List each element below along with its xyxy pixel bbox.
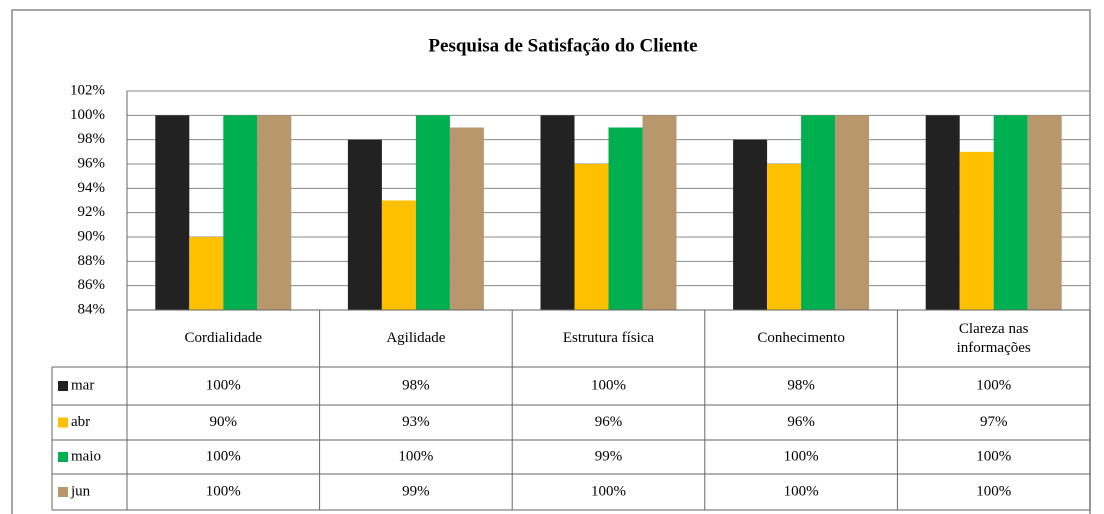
bar bbox=[449, 127, 484, 310]
bar bbox=[257, 115, 292, 310]
bar bbox=[801, 115, 836, 310]
legend-label: abr bbox=[71, 414, 90, 430]
y-tick-label: 102% bbox=[70, 82, 105, 98]
table-value: 96% bbox=[595, 414, 623, 430]
legend-key bbox=[58, 417, 68, 428]
table-value: 100% bbox=[206, 377, 241, 393]
table-value: 90% bbox=[210, 414, 238, 430]
bar bbox=[223, 115, 258, 310]
bar bbox=[574, 164, 609, 310]
y-tick-label: 94% bbox=[78, 180, 106, 196]
bar bbox=[767, 164, 802, 310]
bar bbox=[608, 127, 643, 310]
y-tick-label: 86% bbox=[78, 277, 106, 293]
bar bbox=[415, 115, 450, 310]
table-value: 100% bbox=[784, 448, 819, 464]
bar bbox=[189, 237, 224, 310]
legend-label: mar bbox=[71, 377, 94, 393]
category-label: Estrutura física bbox=[562, 330, 655, 346]
table-value: 99% bbox=[595, 448, 623, 464]
table-value: 93% bbox=[402, 414, 430, 430]
table-value: 100% bbox=[784, 483, 819, 499]
table-value: 99% bbox=[402, 483, 430, 499]
table-value: 100% bbox=[398, 448, 433, 464]
table-value: 100% bbox=[976, 448, 1011, 464]
legend-key bbox=[58, 452, 68, 462]
y-tick-label: 96% bbox=[78, 155, 106, 171]
bar bbox=[642, 115, 677, 310]
bar bbox=[925, 115, 960, 310]
bar bbox=[540, 115, 575, 310]
table-value: 100% bbox=[591, 483, 626, 499]
y-tick-label: 88% bbox=[78, 253, 106, 269]
bar bbox=[993, 115, 1028, 310]
legend-key bbox=[58, 487, 68, 497]
table-value: 100% bbox=[976, 483, 1011, 499]
legend-key bbox=[58, 381, 68, 391]
category-label: Conhecimento bbox=[757, 330, 845, 346]
legend-label: jun bbox=[70, 483, 91, 499]
table-value: 98% bbox=[402, 377, 430, 393]
bar bbox=[155, 115, 190, 310]
bar bbox=[959, 151, 994, 310]
table-value: 100% bbox=[591, 377, 626, 393]
bar bbox=[835, 115, 870, 310]
category-label: Cordialidade bbox=[184, 330, 263, 346]
category-label: Agilidade bbox=[386, 330, 446, 346]
chart-border bbox=[11, 9, 1091, 514]
table-value: 100% bbox=[206, 448, 241, 464]
table-value: 98% bbox=[787, 377, 815, 393]
chart-title: Pesquisa de Satisfação do Cliente bbox=[428, 35, 697, 56]
bar bbox=[347, 139, 382, 310]
bar bbox=[733, 139, 768, 310]
bar bbox=[381, 200, 416, 310]
y-tick-label: 90% bbox=[78, 228, 106, 244]
table-value: 97% bbox=[980, 414, 1008, 430]
bar bbox=[1027, 115, 1062, 310]
table-value: 96% bbox=[787, 414, 815, 430]
y-tick-label: 92% bbox=[78, 204, 106, 220]
y-tick-label: 84% bbox=[78, 301, 106, 317]
y-tick-label: 98% bbox=[78, 131, 106, 147]
table-value: 100% bbox=[976, 377, 1011, 393]
category-label: Clareza nas informações bbox=[956, 320, 1031, 356]
table-value: 100% bbox=[206, 483, 241, 499]
legend-label: maio bbox=[71, 448, 101, 464]
y-tick-label: 100% bbox=[70, 107, 105, 123]
